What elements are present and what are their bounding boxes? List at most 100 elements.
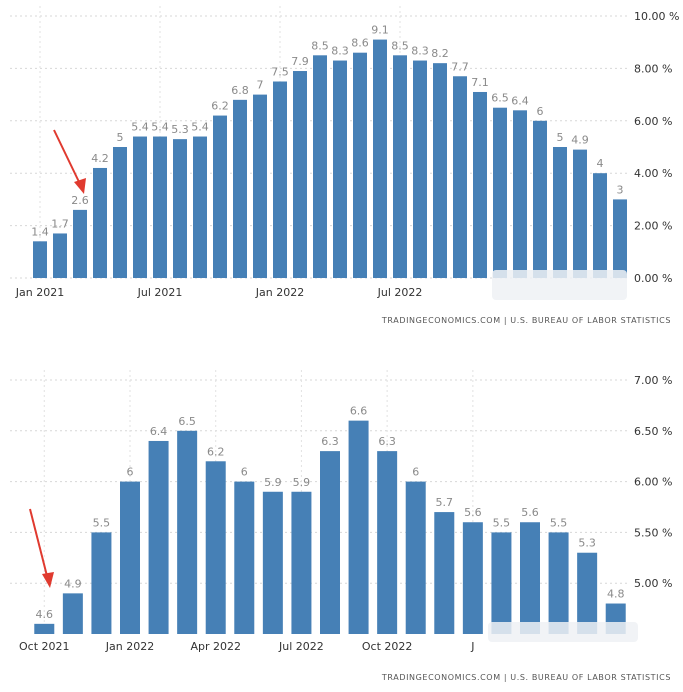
bar-value-label: 9.1: [371, 24, 389, 37]
source-credit: TRADINGECONOMICS.COM | U.S. BUREAU OF LA…: [381, 673, 671, 682]
bar: [377, 451, 398, 634]
bar-value-label: 7.5: [271, 66, 289, 79]
watermark-blur: [488, 622, 638, 642]
bar-value-label: 6.6: [350, 405, 368, 418]
bar: [320, 451, 340, 634]
bar: [353, 52, 367, 279]
bar-value-label: 8.3: [331, 45, 349, 58]
y-tick-label: 6.50 %: [634, 425, 672, 438]
bar-value-label: 6.5: [178, 415, 196, 428]
bar-value-label: 5.3: [578, 537, 596, 550]
bar-value-label: 6.3: [378, 435, 396, 448]
bar: [393, 55, 407, 278]
y-tick-label: 6.00 %: [634, 115, 672, 128]
bar: [293, 71, 307, 279]
y-tick-label: 0.00 %: [634, 272, 672, 285]
bar: [62, 593, 83, 634]
y-tick-label: 8.00 %: [634, 62, 672, 75]
x-tick-label: Jan 2021: [15, 286, 64, 299]
bar-value-label: 7: [257, 79, 264, 92]
bar: [453, 76, 467, 278]
bar: [434, 512, 455, 634]
value-labels: 4.6 4.9 5.5 6 6.4 6.5 6.2 6 5.9 5.9 6.3 6.6 6.3 6 5.7 5…: [36, 405, 625, 621]
bar-value-label: 4.9: [571, 134, 589, 147]
bar-value-label: 6: [412, 466, 419, 479]
bar: [405, 481, 426, 634]
bar-value-label: 8.5: [311, 39, 329, 52]
bar: [53, 233, 67, 278]
bar-value-label: 4.9: [64, 577, 82, 590]
bar-value-label: 5.5: [93, 516, 111, 529]
bar: [233, 99, 247, 278]
bar-value-label: 6.2: [211, 100, 229, 113]
y-tick-label: 4.00 %: [634, 167, 672, 180]
x-tick-label: Jul 2021: [137, 286, 183, 299]
bar: [373, 39, 387, 278]
bar-value-label: 5.4: [191, 121, 209, 134]
bar-value-label: 8.3: [411, 45, 429, 58]
bar: [177, 430, 198, 634]
chart-bottom: 4.6 4.9 5.5 6 6.4 6.5 6.2 6 5.9 5.9 6.3 6.6 6.3 6 5.7 5…: [10, 370, 672, 682]
bar: [433, 63, 447, 278]
bar: [193, 136, 207, 278]
bar-value-label: 1.7: [51, 217, 69, 230]
bar: [291, 491, 312, 634]
bar: [473, 91, 487, 278]
x-tick-label: Jul 2022: [278, 640, 324, 653]
bar-value-label: 5.6: [521, 506, 539, 519]
bar: [313, 55, 327, 278]
x-tick-labels: Oct 2021 Jan 2022 Apr 2022 Jul 2022 Oct 2022…: [19, 640, 474, 653]
y-tick-label: 10.00 %: [634, 10, 679, 23]
bar-value-label: 5.5: [550, 516, 568, 529]
bar-value-label: 5.9: [264, 476, 282, 489]
x-tick-label: Oct 2022: [362, 640, 413, 653]
red-arrow: [53, 129, 86, 194]
x-tick-labels: Jan 2021 Jul 2021 Jan 2022 Jul 2022: [15, 286, 423, 299]
bar: [173, 139, 187, 278]
bar-value-label: 5.6: [464, 506, 482, 519]
bar-value-label: 6.8: [231, 84, 249, 97]
bar-value-label: 6.4: [150, 425, 168, 438]
bar-value-label: 5.9: [293, 476, 311, 489]
bar: [253, 94, 267, 278]
bar: [413, 60, 427, 278]
bars: [33, 39, 627, 279]
bar-value-label: 6.5: [491, 92, 509, 105]
bar: [333, 60, 347, 278]
y-tick-label: 7.00 %: [634, 374, 672, 387]
bar-value-label: 4.8: [607, 588, 625, 601]
bar: [533, 120, 547, 278]
bar: [573, 149, 587, 278]
bar-value-label: 5.5: [493, 516, 511, 529]
bar-value-label: 6.4: [511, 94, 529, 107]
bar: [548, 532, 569, 634]
x-tick-label: Jul 2022: [377, 286, 423, 299]
bar: [33, 241, 47, 278]
x-tick-label: Jan 2022: [105, 640, 154, 653]
bar-value-label: 7.9: [291, 55, 309, 68]
bar: [113, 147, 127, 278]
bar: [577, 552, 598, 634]
x-tick-label: Apr 2022: [190, 640, 241, 653]
bar: [513, 110, 527, 278]
bar: [520, 522, 540, 634]
bar-value-label: 4.6: [36, 608, 54, 621]
bar-value-label: 5.7: [436, 496, 454, 509]
bar: [493, 107, 507, 278]
bar: [613, 199, 627, 278]
bar-value-label: 3: [617, 183, 624, 196]
bar-value-label: 7.7: [451, 60, 469, 73]
bar-value-label: 6: [241, 466, 248, 479]
bar-value-label: 7.1: [471, 76, 489, 89]
bar-value-label: 1.4: [31, 225, 49, 238]
y-tick-label: 5.00 %: [634, 577, 672, 590]
bar-value-label: 6.2: [207, 445, 225, 458]
bar-value-label: 5: [117, 131, 124, 144]
bar: [120, 481, 140, 634]
bar: [234, 481, 255, 634]
bar: [153, 136, 167, 278]
bar: [73, 209, 87, 278]
bar-value-label: 6: [537, 105, 544, 118]
y-tick-label: 6.00 %: [634, 476, 672, 489]
y-tick-labels: 5.00 % 5.50 % 6.00 % 6.50 % 7.00 %: [634, 374, 672, 590]
